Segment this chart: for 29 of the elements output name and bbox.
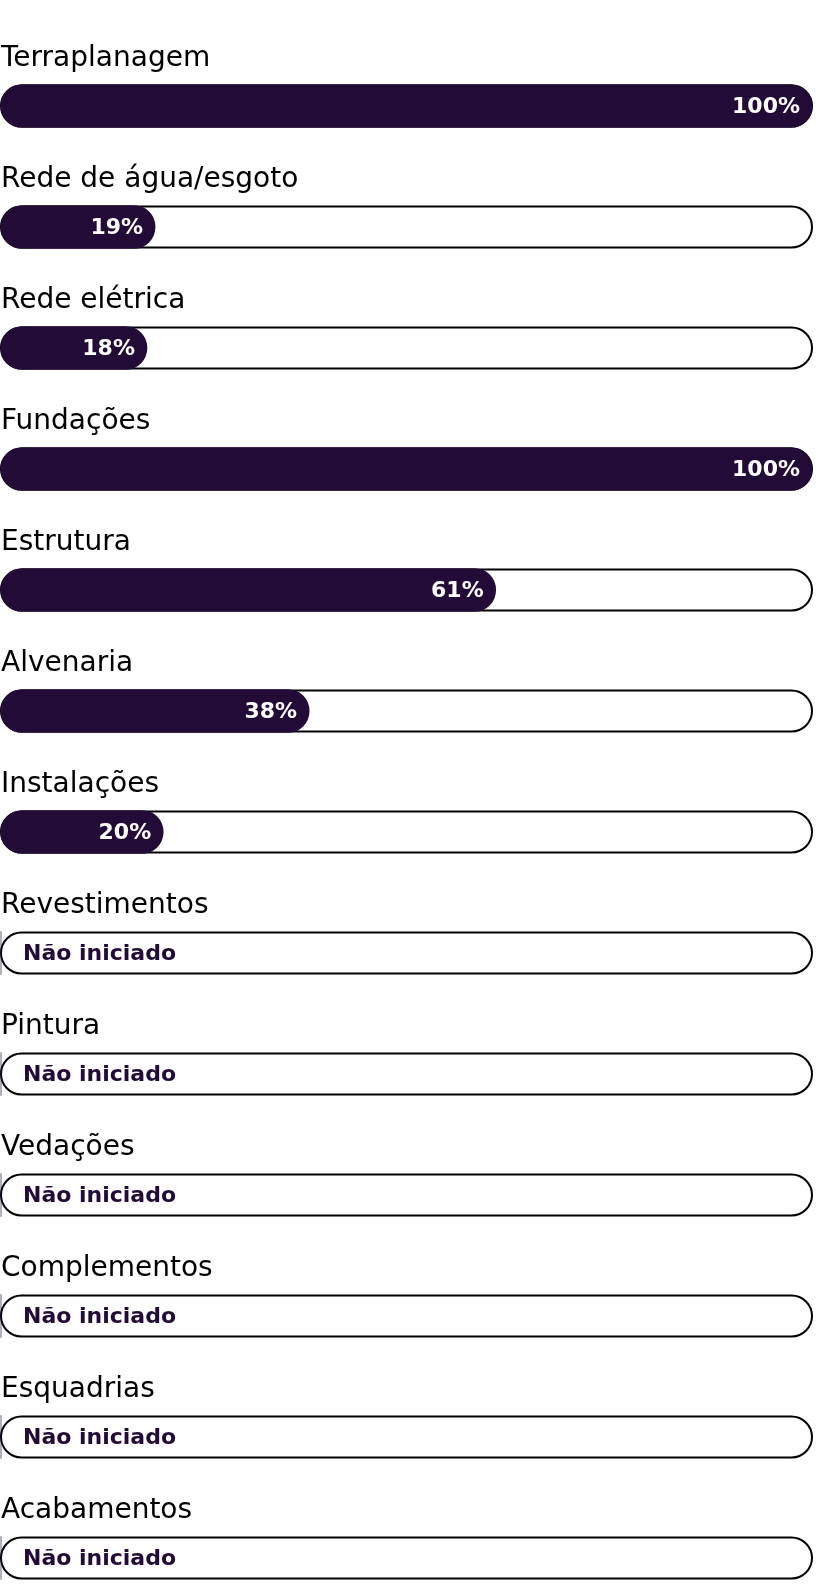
y-tick-label: Fundações: [1, 403, 151, 436]
y-tick-label: Revestimentos: [1, 887, 209, 920]
data-label: Não iniciado: [23, 1181, 177, 1207]
y-tick-label: Acabamentos: [1, 1492, 193, 1525]
y-tick-label: Instalações: [1, 766, 160, 799]
data-label: Não iniciado: [23, 939, 177, 965]
data-label: 61%: [431, 576, 484, 602]
y-tick-label: Rede de água/esgoto: [1, 161, 299, 194]
data-label: 38%: [244, 697, 298, 723]
y-tick-label: Rede elétrica: [1, 282, 186, 315]
y-tick-label: Esquadrias: [1, 1371, 155, 1404]
data-label: 100%: [732, 455, 800, 481]
data-label: Não iniciado: [23, 1302, 177, 1328]
y-tick-label: Complementos: [1, 1250, 213, 1283]
y-tick-label: Estrutura: [1, 524, 131, 557]
y-tick-label: Vedações: [1, 1129, 135, 1162]
bar: [0, 810, 164, 854]
data-label: 19%: [90, 213, 144, 239]
y-tick-label: Terraplanagem: [0, 40, 211, 73]
data-label: 20%: [98, 818, 152, 844]
y-tick-label: Pintura: [1, 1008, 101, 1041]
bar: [0, 326, 148, 370]
data-label: 18%: [82, 334, 135, 360]
data-label: Não iniciado: [23, 1060, 177, 1086]
data-label: Não iniciado: [23, 1423, 177, 1449]
y-tick-label: Alvenaria: [1, 645, 134, 678]
data-label: Não iniciado: [23, 1544, 177, 1570]
bar: [0, 205, 156, 249]
data-label: 100%: [732, 92, 800, 118]
